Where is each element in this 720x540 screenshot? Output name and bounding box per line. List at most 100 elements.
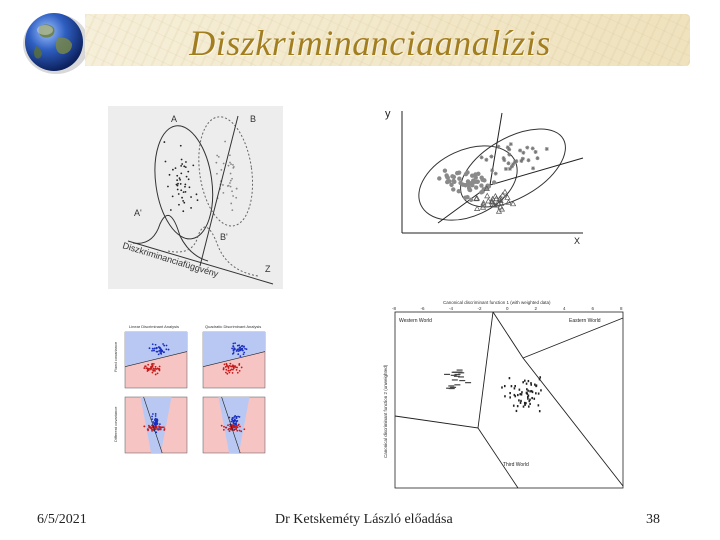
scatter-dot xyxy=(176,174,179,177)
red-point xyxy=(228,430,231,432)
blue-point xyxy=(232,342,235,345)
scatter-dot xyxy=(184,166,187,169)
map-mark xyxy=(526,391,528,395)
map-mark xyxy=(514,395,517,398)
scatter-dot xyxy=(183,165,186,168)
map-mark xyxy=(457,376,464,378)
red-point xyxy=(147,369,150,372)
scatter-dot xyxy=(183,201,186,204)
scatter-triangle xyxy=(495,200,502,207)
scatter-dot xyxy=(231,177,233,180)
red-point xyxy=(154,368,156,370)
scatter-dot xyxy=(171,195,174,198)
panel-title-qda: Quadratic Discriminant Analysis xyxy=(205,324,261,329)
map-mark xyxy=(451,371,458,373)
map-mark xyxy=(530,390,533,393)
scatter-dot xyxy=(179,144,182,147)
map-mark xyxy=(535,384,537,388)
red-point xyxy=(236,426,239,429)
scatter-dot xyxy=(167,185,169,188)
row-label-fixed: Fixed covariance xyxy=(113,341,118,372)
red-point xyxy=(227,369,230,372)
blue-point xyxy=(155,423,158,426)
red-point xyxy=(234,425,236,428)
scatter-dot xyxy=(168,173,171,176)
scatter-dot xyxy=(226,185,229,187)
red-point xyxy=(151,364,154,367)
blue-point xyxy=(158,349,161,352)
map-mark xyxy=(513,393,516,397)
red-point xyxy=(231,424,234,427)
map-mark xyxy=(456,371,463,373)
scatter-dot xyxy=(222,191,225,194)
lda-panel xyxy=(202,331,266,389)
red-point xyxy=(143,425,146,428)
red-point xyxy=(151,426,154,429)
scatter-star xyxy=(479,155,484,160)
blue-point xyxy=(151,415,153,418)
scatter-dot xyxy=(215,161,218,164)
blue-point xyxy=(238,344,241,347)
map-mark xyxy=(514,384,516,388)
map-mark xyxy=(450,386,457,388)
map-mark xyxy=(451,379,458,381)
scatter-star xyxy=(493,171,498,176)
scatter-star xyxy=(531,166,536,171)
scatter-dot xyxy=(232,163,234,166)
red-point xyxy=(222,367,225,369)
red-point xyxy=(223,425,225,428)
blue-point xyxy=(151,343,154,346)
scatter-dot xyxy=(229,172,232,175)
map-mark xyxy=(516,405,519,408)
scatter-circle xyxy=(475,179,480,185)
top-tick-label: 6 xyxy=(592,306,595,311)
scatter-dot xyxy=(229,185,232,188)
red-point xyxy=(162,426,165,429)
map-mark xyxy=(527,405,530,408)
footer-date: 6/5/2021 xyxy=(37,512,87,527)
scatter-triangle xyxy=(498,205,506,212)
map-mark xyxy=(539,376,542,379)
map-mark xyxy=(535,392,537,395)
map-mark xyxy=(528,399,531,403)
red-point xyxy=(158,365,161,368)
lda-qda-panels-figure: Linear Discriminant Analysis Quadratic D… xyxy=(113,312,278,457)
red-point xyxy=(151,371,154,374)
red-point xyxy=(235,427,238,430)
blue-point xyxy=(165,344,168,347)
red-point xyxy=(154,373,157,376)
top-tick-label: 4 xyxy=(563,306,566,311)
scatter-dot xyxy=(222,162,225,165)
red-point xyxy=(232,368,234,371)
map-mark xyxy=(444,373,451,376)
red-point xyxy=(145,367,148,369)
red-point xyxy=(225,362,228,365)
scatter-circle xyxy=(466,182,471,188)
map-mark xyxy=(453,375,460,377)
lda-panel xyxy=(124,331,188,389)
label-z: Z xyxy=(265,264,271,274)
scatter-circle xyxy=(445,179,450,185)
scatter-circle xyxy=(468,197,474,203)
scatter-circle xyxy=(456,189,461,194)
red-point xyxy=(159,428,162,431)
map-mark xyxy=(527,397,529,400)
scatter-dot xyxy=(232,195,234,197)
blue-point xyxy=(235,350,238,352)
red-point xyxy=(223,363,226,366)
red-point xyxy=(240,430,243,433)
scatter-dot xyxy=(188,186,191,189)
scatter-dot xyxy=(192,164,195,167)
scatter-dot xyxy=(230,202,233,205)
blue-point xyxy=(233,418,236,421)
red-point xyxy=(220,424,223,427)
red-point xyxy=(229,425,232,428)
blue-point xyxy=(161,350,164,353)
red-point xyxy=(160,426,163,429)
red-point xyxy=(229,427,232,430)
blue-point xyxy=(232,345,235,348)
territorial-map-figure: Canonical discriminant function 1 (with … xyxy=(383,298,629,498)
red-point xyxy=(144,365,147,368)
label-y: y xyxy=(385,108,391,120)
scatter-star xyxy=(496,144,501,149)
